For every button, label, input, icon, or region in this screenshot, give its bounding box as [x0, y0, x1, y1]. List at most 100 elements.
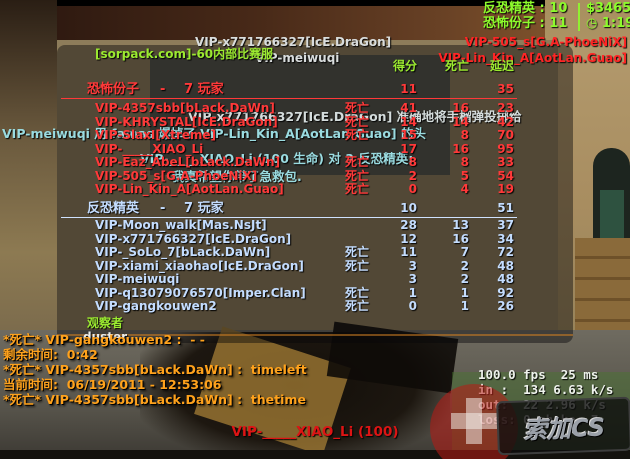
- player-latency: 37: [497, 218, 514, 232]
- team-header-label: -: [160, 201, 166, 216]
- player-latency: 95: [497, 141, 514, 156]
- player-dead-tag: 死亡: [345, 155, 370, 169]
- player-name: VIP-_SoLo_7[bLack.DaWn]: [95, 245, 271, 259]
- player-deaths: 16: [452, 101, 469, 115]
- player-latency: 92: [497, 285, 514, 300]
- player-name: VIP-_____XIAO_Li: [95, 141, 204, 156]
- player-score: 12: [400, 231, 417, 246]
- player-latency: 48: [497, 272, 514, 286]
- player-dead-tag: 死亡: [345, 114, 370, 129]
- player-dead-tag: 死亡: [345, 258, 370, 273]
- player-latency: 48: [497, 258, 514, 273]
- ct-label: 反恐精英: [483, 1, 536, 16]
- player-name: VIP-x771766327[IcE.DraGon]: [95, 231, 292, 246]
- player-score: 3: [408, 258, 417, 273]
- spectators-header: 观察者: [87, 316, 124, 330]
- background-roof: [55, 6, 560, 46]
- player-latency: 72: [497, 245, 514, 259]
- player-latency: 34: [497, 231, 514, 246]
- player-deaths: 8: [460, 155, 469, 169]
- player-name: VIP-SlaxI[Xtreme]: [95, 128, 217, 142]
- player-score: 17: [400, 141, 417, 156]
- team-score: 11: [400, 82, 417, 96]
- column-header-deaths: 死亡: [444, 59, 469, 73]
- player-dead-tag: 死亡: [345, 101, 370, 115]
- player-dead-tag: 死亡: [345, 182, 370, 196]
- player-deaths: 1: [460, 299, 469, 313]
- player-deaths: 1: [460, 285, 469, 300]
- team-latency: 51: [497, 201, 514, 215]
- timer-value: 1:19: [601, 16, 630, 31]
- player-name: VIP-4357sbb[bLack.DaWn]: [95, 101, 275, 115]
- watermark-cross-icon: [451, 413, 497, 429]
- killfeed-attacker: VIP-meiwuqi: [255, 51, 340, 65]
- player-deaths: 2: [460, 272, 469, 286]
- team-header-label: -: [160, 82, 166, 97]
- player-deaths: 5: [460, 168, 469, 183]
- chat-message: VIP-meiwuqi 用 famas 爆掉了 VIP-Lin_Kin_A[Ao…: [2, 126, 426, 141]
- console-line: *死亡* VIP-4357sbb[bLack.DaWn] : thetime: [3, 392, 306, 407]
- money-amount: $3465: [586, 1, 630, 16]
- player-name: VIP-KHRYSTAL[IcE.DraGon]: [95, 114, 278, 129]
- player-name: VIP-Eaz_AbeL[bLack.DaWn]: [95, 155, 281, 169]
- ct-value: : 10: [539, 1, 568, 16]
- team-score: 10: [400, 201, 417, 215]
- team-underline: [61, 98, 517, 99]
- player-deaths: 13: [452, 218, 469, 232]
- player-score: 0: [408, 182, 417, 196]
- player-name: VIP-Lin_Kin_A[AotLan.Guao]: [95, 182, 284, 196]
- killfeed-victim: VIP-Lin_Kin_A[AotLan.Guao]: [438, 51, 627, 65]
- team-header-label: 反恐精英: [87, 201, 140, 216]
- player-latency: 70: [497, 128, 514, 142]
- t-value: : 11: [539, 16, 568, 31]
- player-latency: 42: [497, 114, 514, 129]
- chat-message: VIP-x771766327[IcE.DraGon] 准确地将手榴弹投掷给: [188, 109, 522, 124]
- player-name: VIP-Moon_walk[Mas.NsJt]: [95, 218, 267, 232]
- netgraph-line: in : 134 6.63 k/s: [478, 382, 614, 397]
- server-name: [sorpack.com]-60内部比赛服: [95, 47, 274, 61]
- t-score-label: 恐怖份子 : 11: [483, 17, 567, 30]
- team-latency: 35: [497, 82, 514, 96]
- player-score: 41: [400, 101, 417, 115]
- ct-score-label: 反恐精英 : 10: [483, 2, 567, 15]
- player-dead-tag: 死亡: [345, 285, 370, 300]
- player-score: 3: [408, 272, 417, 286]
- console-line: *死亡* VIP-4357sbb[bLack.DaWn] : timeleft: [3, 362, 307, 377]
- player-latency: 23: [497, 101, 514, 115]
- player-score: 0: [408, 299, 417, 313]
- player-deaths: 4: [460, 182, 469, 196]
- column-header-score: 得分: [392, 59, 417, 73]
- t-label: 恐怖份子: [483, 16, 536, 31]
- player-deaths: 14: [452, 114, 469, 129]
- player-name: VIP-q13079076570[Imper.Clan]: [95, 285, 306, 300]
- scoreboard: [sorpack.com]-60内部比赛服 得分 死亡 延迟 恐怖份子 - 7 玩家…: [57, 45, 573, 344]
- spectated-player-name: VIP-_____XIAO_Li (100): [231, 424, 399, 440]
- player-score: 1: [408, 285, 417, 300]
- killfeed-victim: VIP-505_s[G.A-PhoeNiX]: [464, 35, 627, 49]
- background-crates: [575, 238, 630, 334]
- player-latency: 19: [497, 182, 514, 196]
- team-underline: [61, 217, 517, 218]
- hud-divider: [578, 3, 580, 31]
- killfeed-attacker: VIP-x771766327[IcE.DraGon]: [195, 35, 392, 49]
- clock-icon: ◷: [586, 16, 598, 31]
- background-bottom-strip: [0, 450, 630, 459]
- spectator-name: duster: [83, 330, 128, 344]
- player-deaths: 2: [460, 258, 469, 273]
- player-dead-tag: 死亡: [345, 168, 370, 183]
- player-latency: 54: [497, 168, 514, 183]
- player-name: VIP-meiwuqi: [95, 272, 180, 286]
- console-line: 剩余时间: 0:42: [3, 347, 98, 362]
- player-latency: 26: [497, 299, 514, 313]
- player-score: 14: [400, 114, 417, 129]
- player-dead-tag: 死亡: [345, 245, 370, 259]
- scoreboard-panel: [57, 45, 573, 343]
- player-score: 2: [408, 168, 417, 183]
- netgraph-line: 100.0 fps 25 ms: [478, 367, 599, 382]
- player-name: VIP-xiami_xiaohao[IcE.DraGon]: [95, 258, 304, 273]
- team-header-label: 恐怖份子: [87, 82, 140, 97]
- background-ledge-line: [57, 334, 573, 336]
- player-dead-tag: 死亡: [345, 128, 370, 142]
- chat-message: VIP-_____XIAO_Li (100 生命) 对 3 反恐精英:: [140, 151, 414, 166]
